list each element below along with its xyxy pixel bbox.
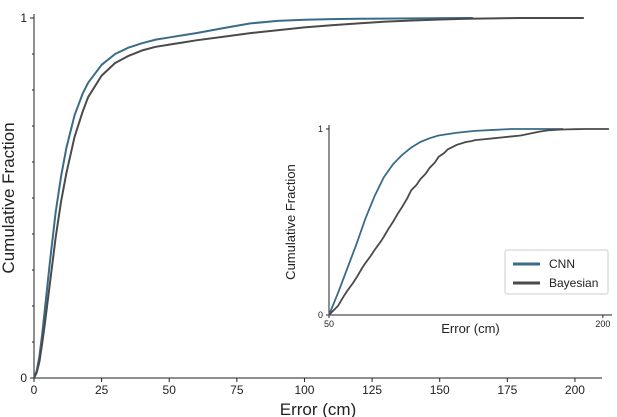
main-y-tick-label: 0: [20, 371, 27, 385]
main-x-tick-label: 125: [362, 383, 382, 397]
legend-label-cnn: CNN: [549, 257, 575, 271]
main-x-tick-label: 200: [565, 383, 585, 397]
main-x-tick-label: 0: [31, 383, 38, 397]
inset-plot: 50 200 0 1 Error (cm) Cumulative Fraction: [283, 124, 612, 336]
inset-series-cnn-line: [328, 128, 564, 316]
inset-y-tick-label: 0: [318, 310, 323, 320]
main-x-axis-title: Error (cm): [280, 400, 356, 417]
main-y-axis-title: Cumulative Fraction: [0, 122, 18, 273]
inset-x-tick-label: 50: [324, 319, 334, 329]
main-x-tick-label: 25: [95, 383, 109, 397]
inset-x-axis-title: Error (cm): [441, 321, 500, 336]
inset-y-tick-label: 1: [318, 124, 323, 134]
inset-x-tick-label: 200: [595, 319, 610, 329]
main-x-tick-label: 175: [497, 383, 517, 397]
inset-series-bayesian-line: [328, 128, 610, 316]
inset-y-axis-title: Cumulative Fraction: [283, 164, 298, 280]
main-x-tick-label: 75: [230, 383, 244, 397]
legend-label-bayesian: Bayesian: [549, 276, 598, 290]
legend: CNN Bayesian: [504, 249, 609, 295]
main-series-cnn-line: [33, 17, 474, 379]
main-x-tick-label: 100: [294, 383, 314, 397]
main-x-tick-label: 150: [430, 383, 450, 397]
main-series-bayesian-line: [33, 17, 585, 379]
main-x-tick-label: 50: [163, 383, 177, 397]
main-y-tick-label: 1: [20, 11, 27, 25]
